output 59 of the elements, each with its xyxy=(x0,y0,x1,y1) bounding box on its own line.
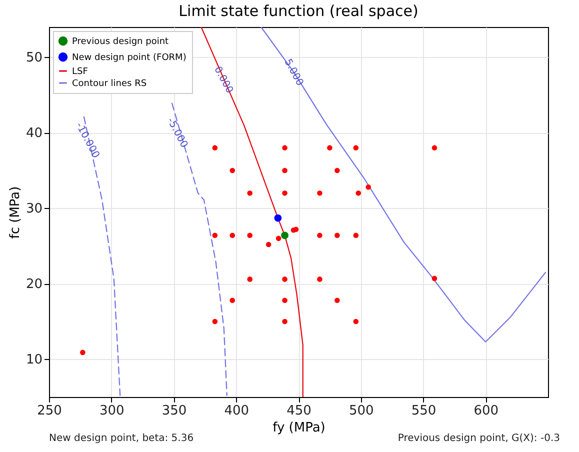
point xyxy=(282,190,288,196)
point xyxy=(432,145,438,150)
point xyxy=(282,318,288,324)
point xyxy=(334,298,340,303)
point xyxy=(212,145,218,150)
x-tick-label: 300 xyxy=(99,404,124,418)
point xyxy=(247,232,252,238)
y-tick-label: 50 xyxy=(26,50,42,66)
point xyxy=(281,232,288,240)
point xyxy=(274,214,282,222)
point xyxy=(247,276,252,282)
point xyxy=(327,145,332,150)
line-series xyxy=(200,27,304,397)
point xyxy=(212,232,218,238)
point xyxy=(266,242,272,248)
point xyxy=(366,184,372,190)
point xyxy=(317,276,322,282)
point xyxy=(282,276,288,282)
y-tick-label: 10 xyxy=(26,352,42,368)
point xyxy=(282,145,288,150)
point xyxy=(432,276,438,282)
point xyxy=(282,298,288,303)
point xyxy=(230,168,236,174)
point xyxy=(212,318,218,324)
x-tick-label: 500 xyxy=(348,404,374,418)
point xyxy=(353,145,359,150)
point xyxy=(334,232,340,238)
chart-title: Limit state function (real space) xyxy=(178,2,418,20)
x-tick-label: 400 xyxy=(224,404,250,418)
point xyxy=(276,236,282,242)
x-tick-label: 250 xyxy=(37,404,62,418)
y-tick-label: 30 xyxy=(26,202,42,217)
x-axis-title: fy (MPa) xyxy=(272,420,326,436)
x-tick-label: 600 xyxy=(474,404,499,418)
point xyxy=(230,298,236,303)
point xyxy=(317,232,322,238)
x-tick-label: 550 xyxy=(411,404,436,418)
legend-label: New design point (FORM) xyxy=(72,53,186,63)
y-tick-label: 40 xyxy=(26,126,42,142)
point xyxy=(353,318,359,324)
line-series xyxy=(260,27,546,342)
x-tick-label: 450 xyxy=(286,404,312,418)
y-axis-title: fc (MPa) xyxy=(8,186,23,239)
point xyxy=(247,190,252,196)
text: Previous design point, G(X): -0.3 xyxy=(398,433,560,444)
x-tick-label: 350 xyxy=(162,404,187,418)
legend-label: Contour lines RS xyxy=(72,79,147,89)
legend-label: Previous design point xyxy=(72,37,170,47)
point xyxy=(356,190,362,196)
y-tick-label: 20 xyxy=(26,277,42,292)
point xyxy=(282,168,288,174)
legend-label: LSF xyxy=(72,67,88,77)
point xyxy=(80,350,86,356)
point xyxy=(334,168,340,174)
point xyxy=(353,232,359,238)
line-series xyxy=(171,102,228,396)
text: New design point, beta: 5.36 xyxy=(49,433,194,444)
point xyxy=(230,232,236,238)
point xyxy=(317,190,322,196)
